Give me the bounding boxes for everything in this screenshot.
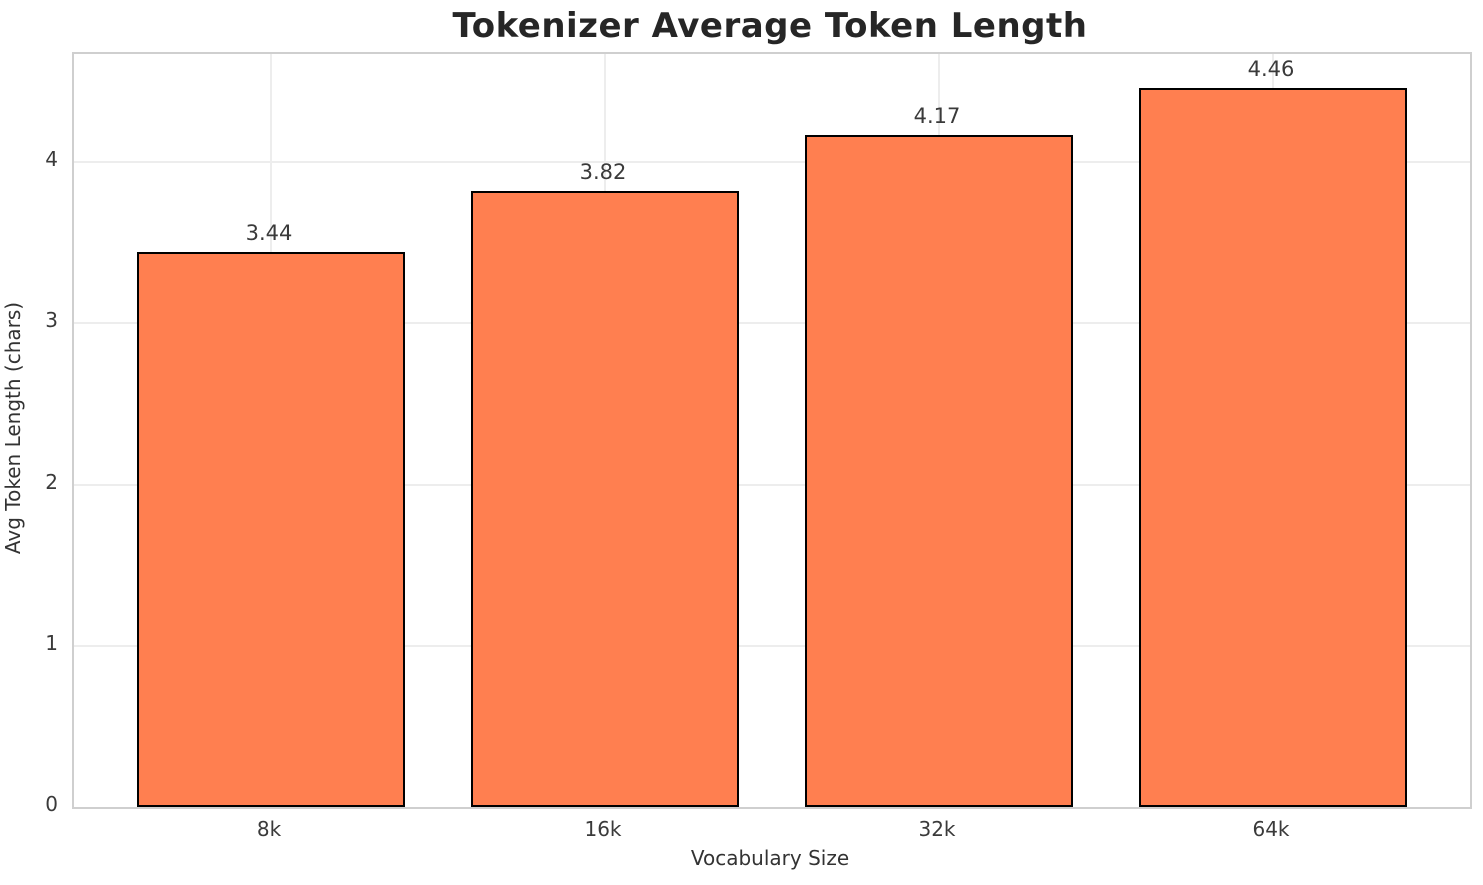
bar-value-label: 4.46 xyxy=(1247,56,1295,81)
gridline-y xyxy=(74,644,1470,647)
bar-32k xyxy=(805,134,1073,807)
x-tick-label: 32k xyxy=(918,817,956,841)
bar-8k xyxy=(137,252,405,807)
x-tick-label: 64k xyxy=(1252,817,1290,841)
bar-16k xyxy=(471,191,739,807)
plot-area xyxy=(72,52,1472,809)
bar-value-label: 3.82 xyxy=(579,160,627,185)
y-tick-label: 4 xyxy=(45,147,58,172)
y-tick-label: 0 xyxy=(45,792,58,816)
y-tick-label: 1 xyxy=(45,630,58,655)
x-axis-label: Vocabulary Size xyxy=(690,846,850,870)
gridline-y xyxy=(74,483,1470,486)
bar-value-label: 3.44 xyxy=(245,221,293,246)
chart-title: Tokenizer Average Token Length xyxy=(452,6,1088,46)
x-tick-label: 8k xyxy=(256,817,282,841)
y-axis-label: Avg Token Length (chars) xyxy=(1,301,25,555)
gridline-y xyxy=(74,161,1470,164)
gridline-y xyxy=(74,322,1470,325)
y-tick-label: 3 xyxy=(45,308,58,333)
bar-64k xyxy=(1139,87,1407,807)
y-tick-label: 2 xyxy=(45,469,58,494)
bar-value-label: 4.17 xyxy=(913,103,961,128)
x-tick-label: 16k xyxy=(584,817,622,841)
